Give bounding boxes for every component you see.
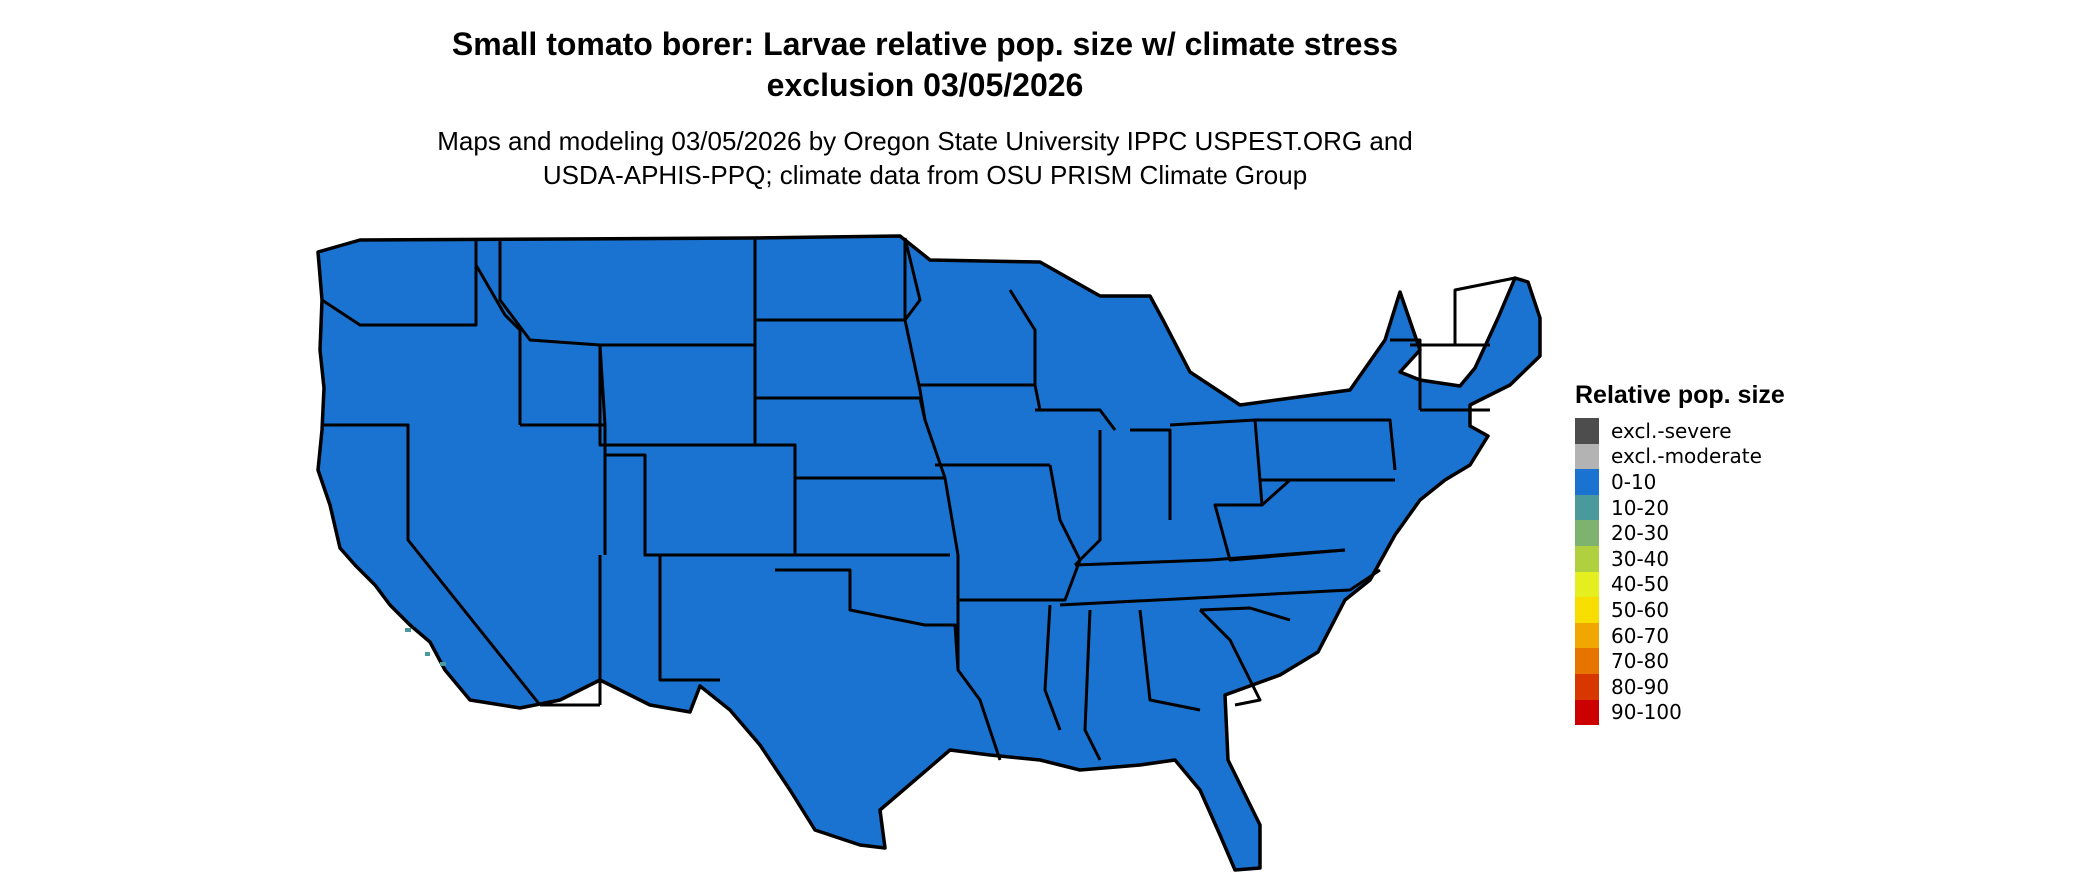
border-ga-sc bbox=[1198, 608, 1262, 707]
border-ny-vt bbox=[1390, 338, 1422, 410]
legend-label: 70-80 bbox=[1611, 649, 1670, 674]
border-ca-nv bbox=[406, 425, 542, 706]
legend-item: 10-20 bbox=[1575, 494, 1995, 521]
legend-label: 0-10 bbox=[1611, 469, 1657, 494]
legend-item: excl.-moderate bbox=[1575, 443, 1995, 470]
border-ar-ms bbox=[1043, 604, 1062, 731]
border-tx-la bbox=[956, 555, 1002, 761]
legend-label: excl.-severe bbox=[1611, 418, 1732, 443]
legend-swatch bbox=[1575, 571, 1599, 598]
island-1 bbox=[405, 628, 411, 632]
map-subtitle: Maps and modeling 03/05/2026 by Oregon S… bbox=[0, 124, 1850, 192]
map-title-line-2: exclusion 03/05/2026 bbox=[766, 67, 1084, 103]
legend-swatch bbox=[1575, 622, 1599, 649]
legend-swatch bbox=[1575, 699, 1599, 726]
legend-item: 80-90 bbox=[1575, 673, 1995, 700]
legend-swatch bbox=[1575, 520, 1599, 546]
legend-item: excl.-severe bbox=[1575, 418, 1995, 444]
legend-swatch bbox=[1575, 648, 1599, 674]
legend-swatch bbox=[1575, 673, 1599, 700]
border-nc-sc bbox=[1199, 606, 1291, 622]
legend-item: 70-80 bbox=[1575, 648, 1995, 674]
legend-label: 10-20 bbox=[1611, 495, 1670, 520]
border-mn-dakotas bbox=[903, 237, 960, 556]
legend-label: 40-50 bbox=[1611, 572, 1670, 597]
legend-label: 20-30 bbox=[1611, 521, 1670, 546]
lake-superior bbox=[1030, 258, 1140, 282]
legend-label: 60-70 bbox=[1611, 623, 1670, 648]
legend-item: 60-70 bbox=[1575, 622, 1995, 649]
border-pa-ny bbox=[1255, 418, 1397, 471]
map-title: Small tomato borer: Larvae relative pop.… bbox=[0, 24, 1850, 106]
legend-label: 30-40 bbox=[1611, 546, 1670, 571]
border-id-mt bbox=[498, 238, 607, 426]
legend-item: 0-10 bbox=[1575, 469, 1995, 495]
map-title-line-1: Small tomato borer: Larvae relative pop.… bbox=[451, 26, 1399, 62]
legend-item: 50-60 bbox=[1575, 597, 1995, 623]
legend-item: 20-30 bbox=[1575, 520, 1995, 546]
island-3 bbox=[440, 662, 446, 666]
legend-label: 50-60 bbox=[1611, 597, 1670, 622]
border-ms-al bbox=[1083, 609, 1102, 761]
border-nm-tx bbox=[658, 555, 720, 682]
legend-items: excl.-severe excl.-moderate 0-10 10-20 20-30… bbox=[1575, 418, 1995, 726]
island-2 bbox=[425, 652, 430, 656]
national-outline bbox=[316, 234, 1542, 872]
legend-swatch bbox=[1575, 494, 1599, 521]
border-in-oh bbox=[1130, 428, 1172, 520]
border-wv-va bbox=[1213, 478, 1346, 562]
lake-ontario bbox=[1300, 375, 1345, 390]
map-subtitle-line-1: Maps and modeling 03/05/2026 by Oregon S… bbox=[437, 126, 1413, 156]
zone-0-10-border bbox=[600, 710, 690, 722]
legend-swatch bbox=[1575, 418, 1599, 444]
border-mn-wi bbox=[1008, 289, 1037, 385]
border-wy-west bbox=[598, 345, 645, 447]
legend-swatch bbox=[1575, 443, 1599, 470]
legend-swatch bbox=[1575, 597, 1599, 623]
legend-item: 90-100 bbox=[1575, 699, 1995, 726]
legend-swatch bbox=[1575, 545, 1599, 572]
legend-label: 80-90 bbox=[1611, 674, 1670, 699]
border-wi-il bbox=[1035, 408, 1117, 431]
legend-label: 90-100 bbox=[1611, 700, 1682, 725]
border-tn-south bbox=[1059, 568, 1381, 607]
map-subtitle-line-2: USDA-APHIS-PPQ; climate data from OSU PR… bbox=[542, 160, 1308, 190]
border-wa-or bbox=[321, 240, 478, 327]
legend-title: Relative pop. size bbox=[1575, 381, 1785, 409]
channel-islands bbox=[405, 628, 446, 666]
legend-item: 40-50 bbox=[1575, 571, 1995, 598]
legend-label: excl.-moderate bbox=[1611, 444, 1762, 469]
border-ok-tx bbox=[775, 568, 960, 671]
legend: Relative pop. size excl.-severe excl.-mod… bbox=[1575, 380, 1995, 726]
border-id-wa bbox=[474, 240, 522, 425]
legend-item: 30-40 bbox=[1575, 545, 1995, 572]
legend-swatch bbox=[1575, 469, 1599, 495]
border-me bbox=[1453, 276, 1516, 345]
state-borders bbox=[316, 234, 1542, 872]
border-il-in bbox=[1073, 430, 1102, 567]
border-al-ga bbox=[1138, 609, 1201, 712]
